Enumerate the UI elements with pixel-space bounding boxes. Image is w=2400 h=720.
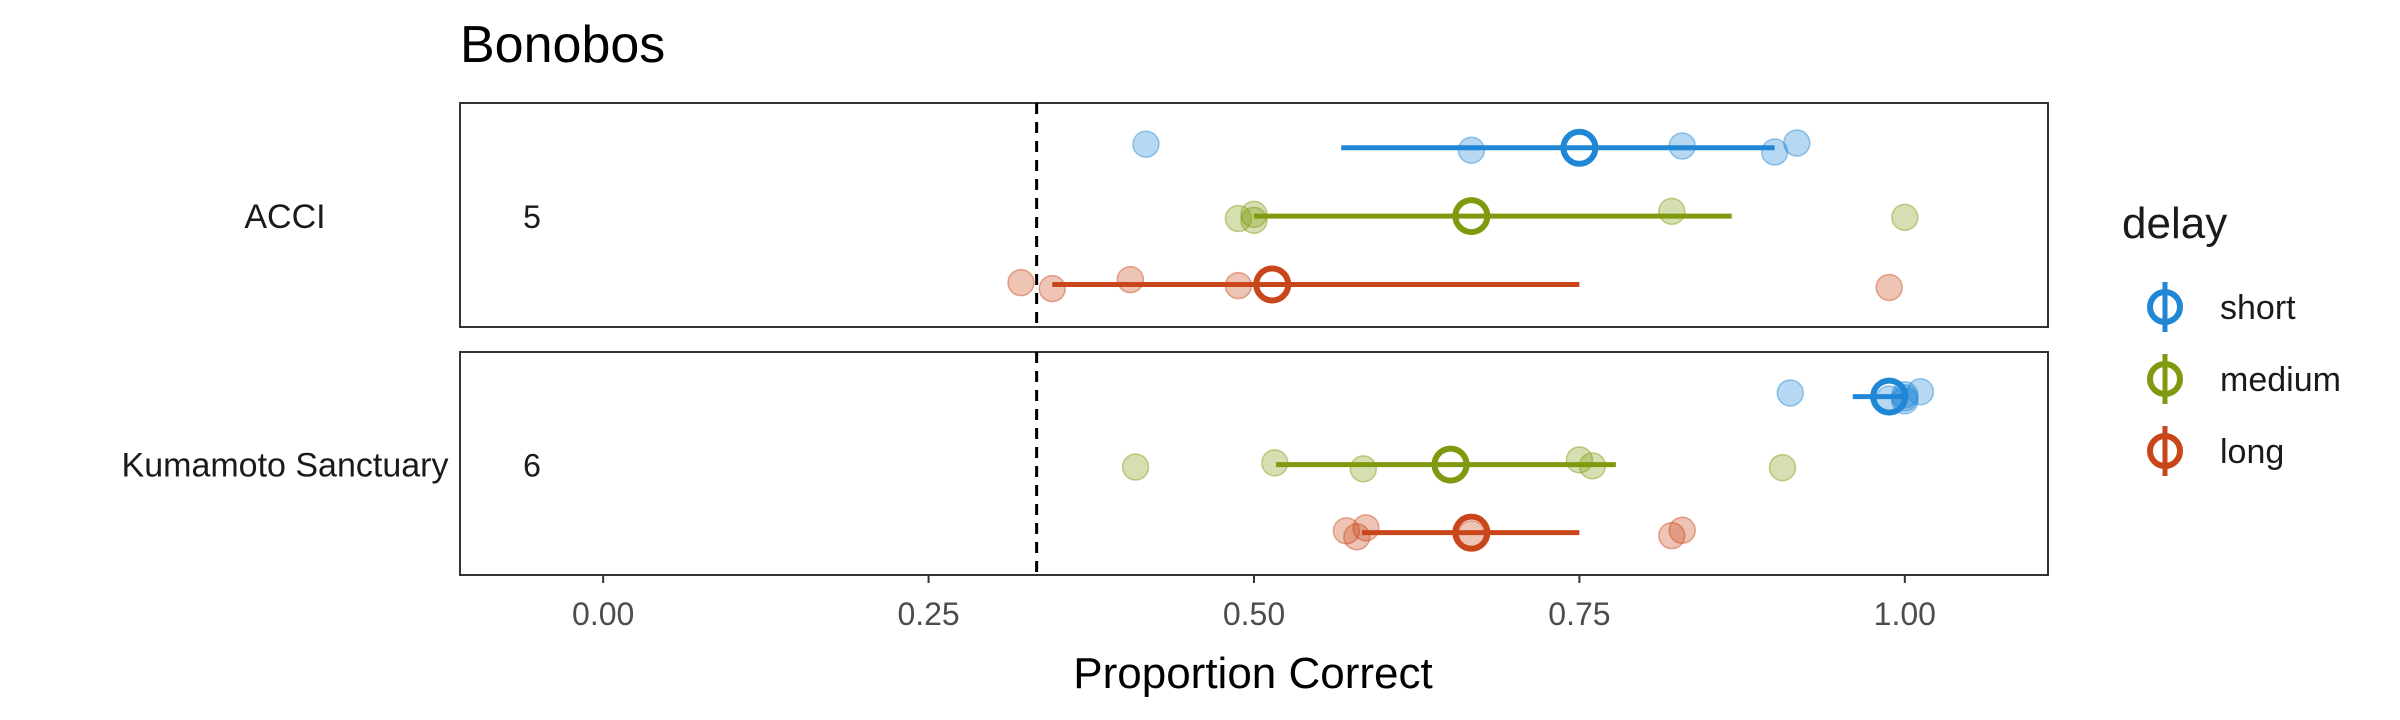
- mean-marker-short: [1560, 128, 1599, 167]
- data-point-long: [1658, 521, 1686, 550]
- legend-label: medium: [2220, 361, 2341, 399]
- legend-key-marker: [2147, 433, 2183, 469]
- legend-keys: short medium long: [2147, 282, 2341, 476]
- data-point-medium: [1224, 204, 1253, 233]
- data-point-medium: [1349, 455, 1378, 483]
- panel-2: Kumamoto Sanctuary 6: [122, 351, 2049, 576]
- data-point-long: [1038, 274, 1066, 303]
- data-point-medium: [1240, 206, 1268, 235]
- mean-marker-medium: [1452, 197, 1491, 236]
- data-point-medium: [1768, 453, 1797, 482]
- panel-1: ACCI 5: [244, 102, 2049, 328]
- data-point-medium: [1658, 197, 1686, 226]
- legend-key-marker: [2147, 361, 2183, 397]
- mean-marker-short: [1870, 377, 1909, 416]
- data-point-medium: [1121, 453, 1150, 481]
- x-tick-label: 0.75: [1548, 596, 1610, 632]
- data-point-long: [1352, 514, 1380, 542]
- legend: delay short medium long: [2122, 199, 2341, 476]
- legend-item-long: long: [2147, 426, 2284, 476]
- x-axis-label: Proportion Correct: [1073, 649, 1432, 698]
- panel-border: [459, 351, 2049, 576]
- panel-border: [459, 102, 2049, 328]
- plot-layer: ACCI 5 Kumamoto Sanctuary 6 0.00 0.25 0.50 0.75…: [122, 102, 2049, 632]
- x-tick-label: 0.00: [572, 596, 634, 632]
- mean-marker-medium: [1431, 445, 1470, 484]
- data-point-long: [1116, 265, 1145, 294]
- data-point-short: [1783, 129, 1811, 157]
- x-tick-label: 1.00: [1874, 596, 1936, 632]
- sample-size-label: 6: [523, 448, 541, 484]
- legend-item-short: short: [2147, 282, 2296, 332]
- data-point-long: [1875, 273, 1903, 302]
- sample-size-label: 5: [523, 199, 541, 235]
- x-axis: 0.00 0.25 0.50 0.75 1.00: [572, 575, 1936, 632]
- legend-label: long: [2220, 433, 2284, 471]
- data-point-short: [1132, 130, 1160, 158]
- data-point-short: [1776, 379, 1805, 407]
- chart-title: Bonobos: [460, 16, 665, 74]
- x-tick-label: 0.50: [1223, 596, 1285, 632]
- data-point-long: [1007, 268, 1035, 297]
- mean-marker-long: [1253, 265, 1292, 304]
- data-point-medium: [1891, 203, 1919, 232]
- legend-label: short: [2220, 289, 2296, 327]
- legend-item-medium: medium: [2147, 354, 2341, 404]
- legend-key-marker: [2147, 289, 2183, 325]
- legend-title: delay: [2122, 199, 2227, 248]
- data-point-long: [1332, 517, 1361, 545]
- mean-marker-long: [1452, 513, 1491, 552]
- panel-label: ACCI: [244, 198, 325, 236]
- data-point-long: [1668, 516, 1696, 544]
- x-tick-label: 0.25: [897, 596, 959, 632]
- panel-label: Kumamoto Sanctuary: [122, 447, 449, 485]
